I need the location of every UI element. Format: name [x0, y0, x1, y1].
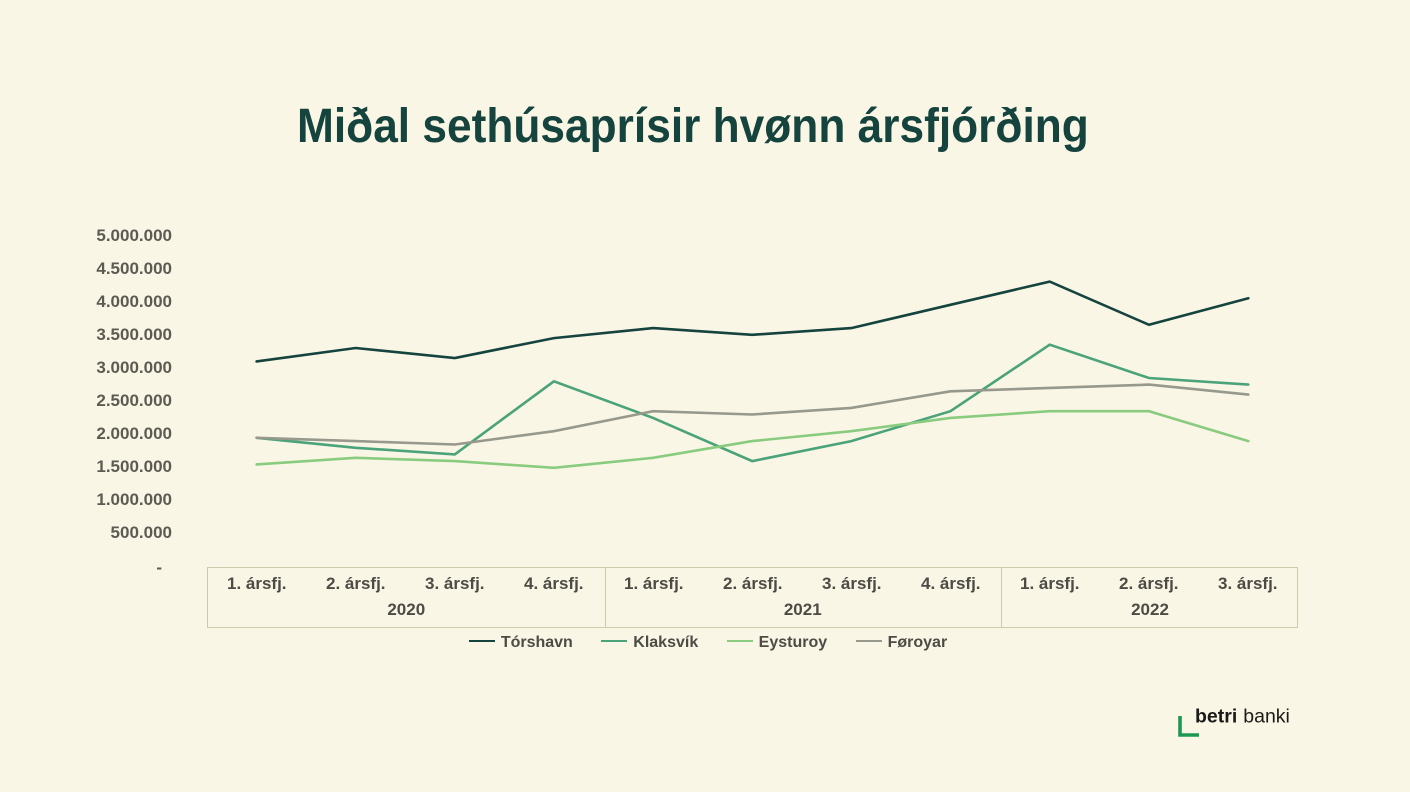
- svg-text:betribanki: betri banki: [1195, 706, 1290, 728]
